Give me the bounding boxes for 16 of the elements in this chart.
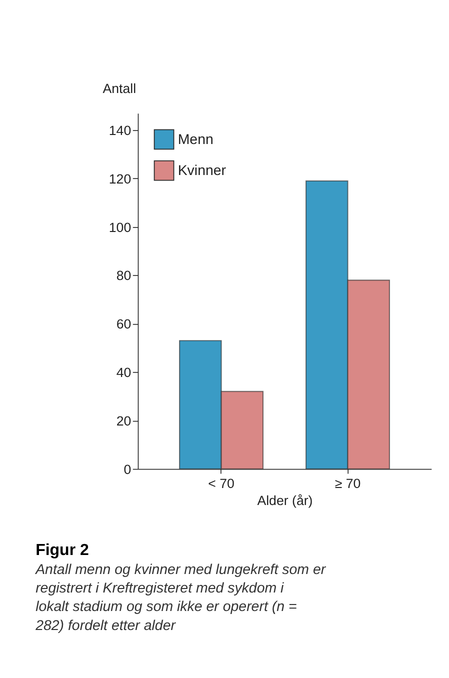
- y-tick-label: 120: [108, 171, 132, 186]
- x-tick-label: < 70: [208, 476, 234, 491]
- y-tick-label: 40: [116, 364, 132, 380]
- y-tick-label: 20: [116, 413, 132, 428]
- y-tick-label: 140: [108, 123, 132, 138]
- x-tick-label: ≥ 70: [334, 476, 361, 491]
- y-tick-label: 60: [116, 316, 132, 332]
- legend-label: Menn: [178, 132, 214, 148]
- y-tick-label: 0: [124, 462, 132, 477]
- y-tick-label: 80: [116, 268, 132, 284]
- text: Antall menn og kvinner med lungekreft som er registrert i Kreftregisteret med sykdom i lokalt stadium og som ikke er operert (n = 282) fordelt etter alder: [34, 562, 327, 634]
- legend-label: Kvinner: [178, 163, 226, 180]
- y-axis-title: Antall: [102, 81, 136, 96]
- text: Figur 2: [36, 542, 89, 560]
- x-axis-title: Alder (år): [257, 492, 313, 508]
- y-tick-label: 100: [108, 220, 132, 235]
